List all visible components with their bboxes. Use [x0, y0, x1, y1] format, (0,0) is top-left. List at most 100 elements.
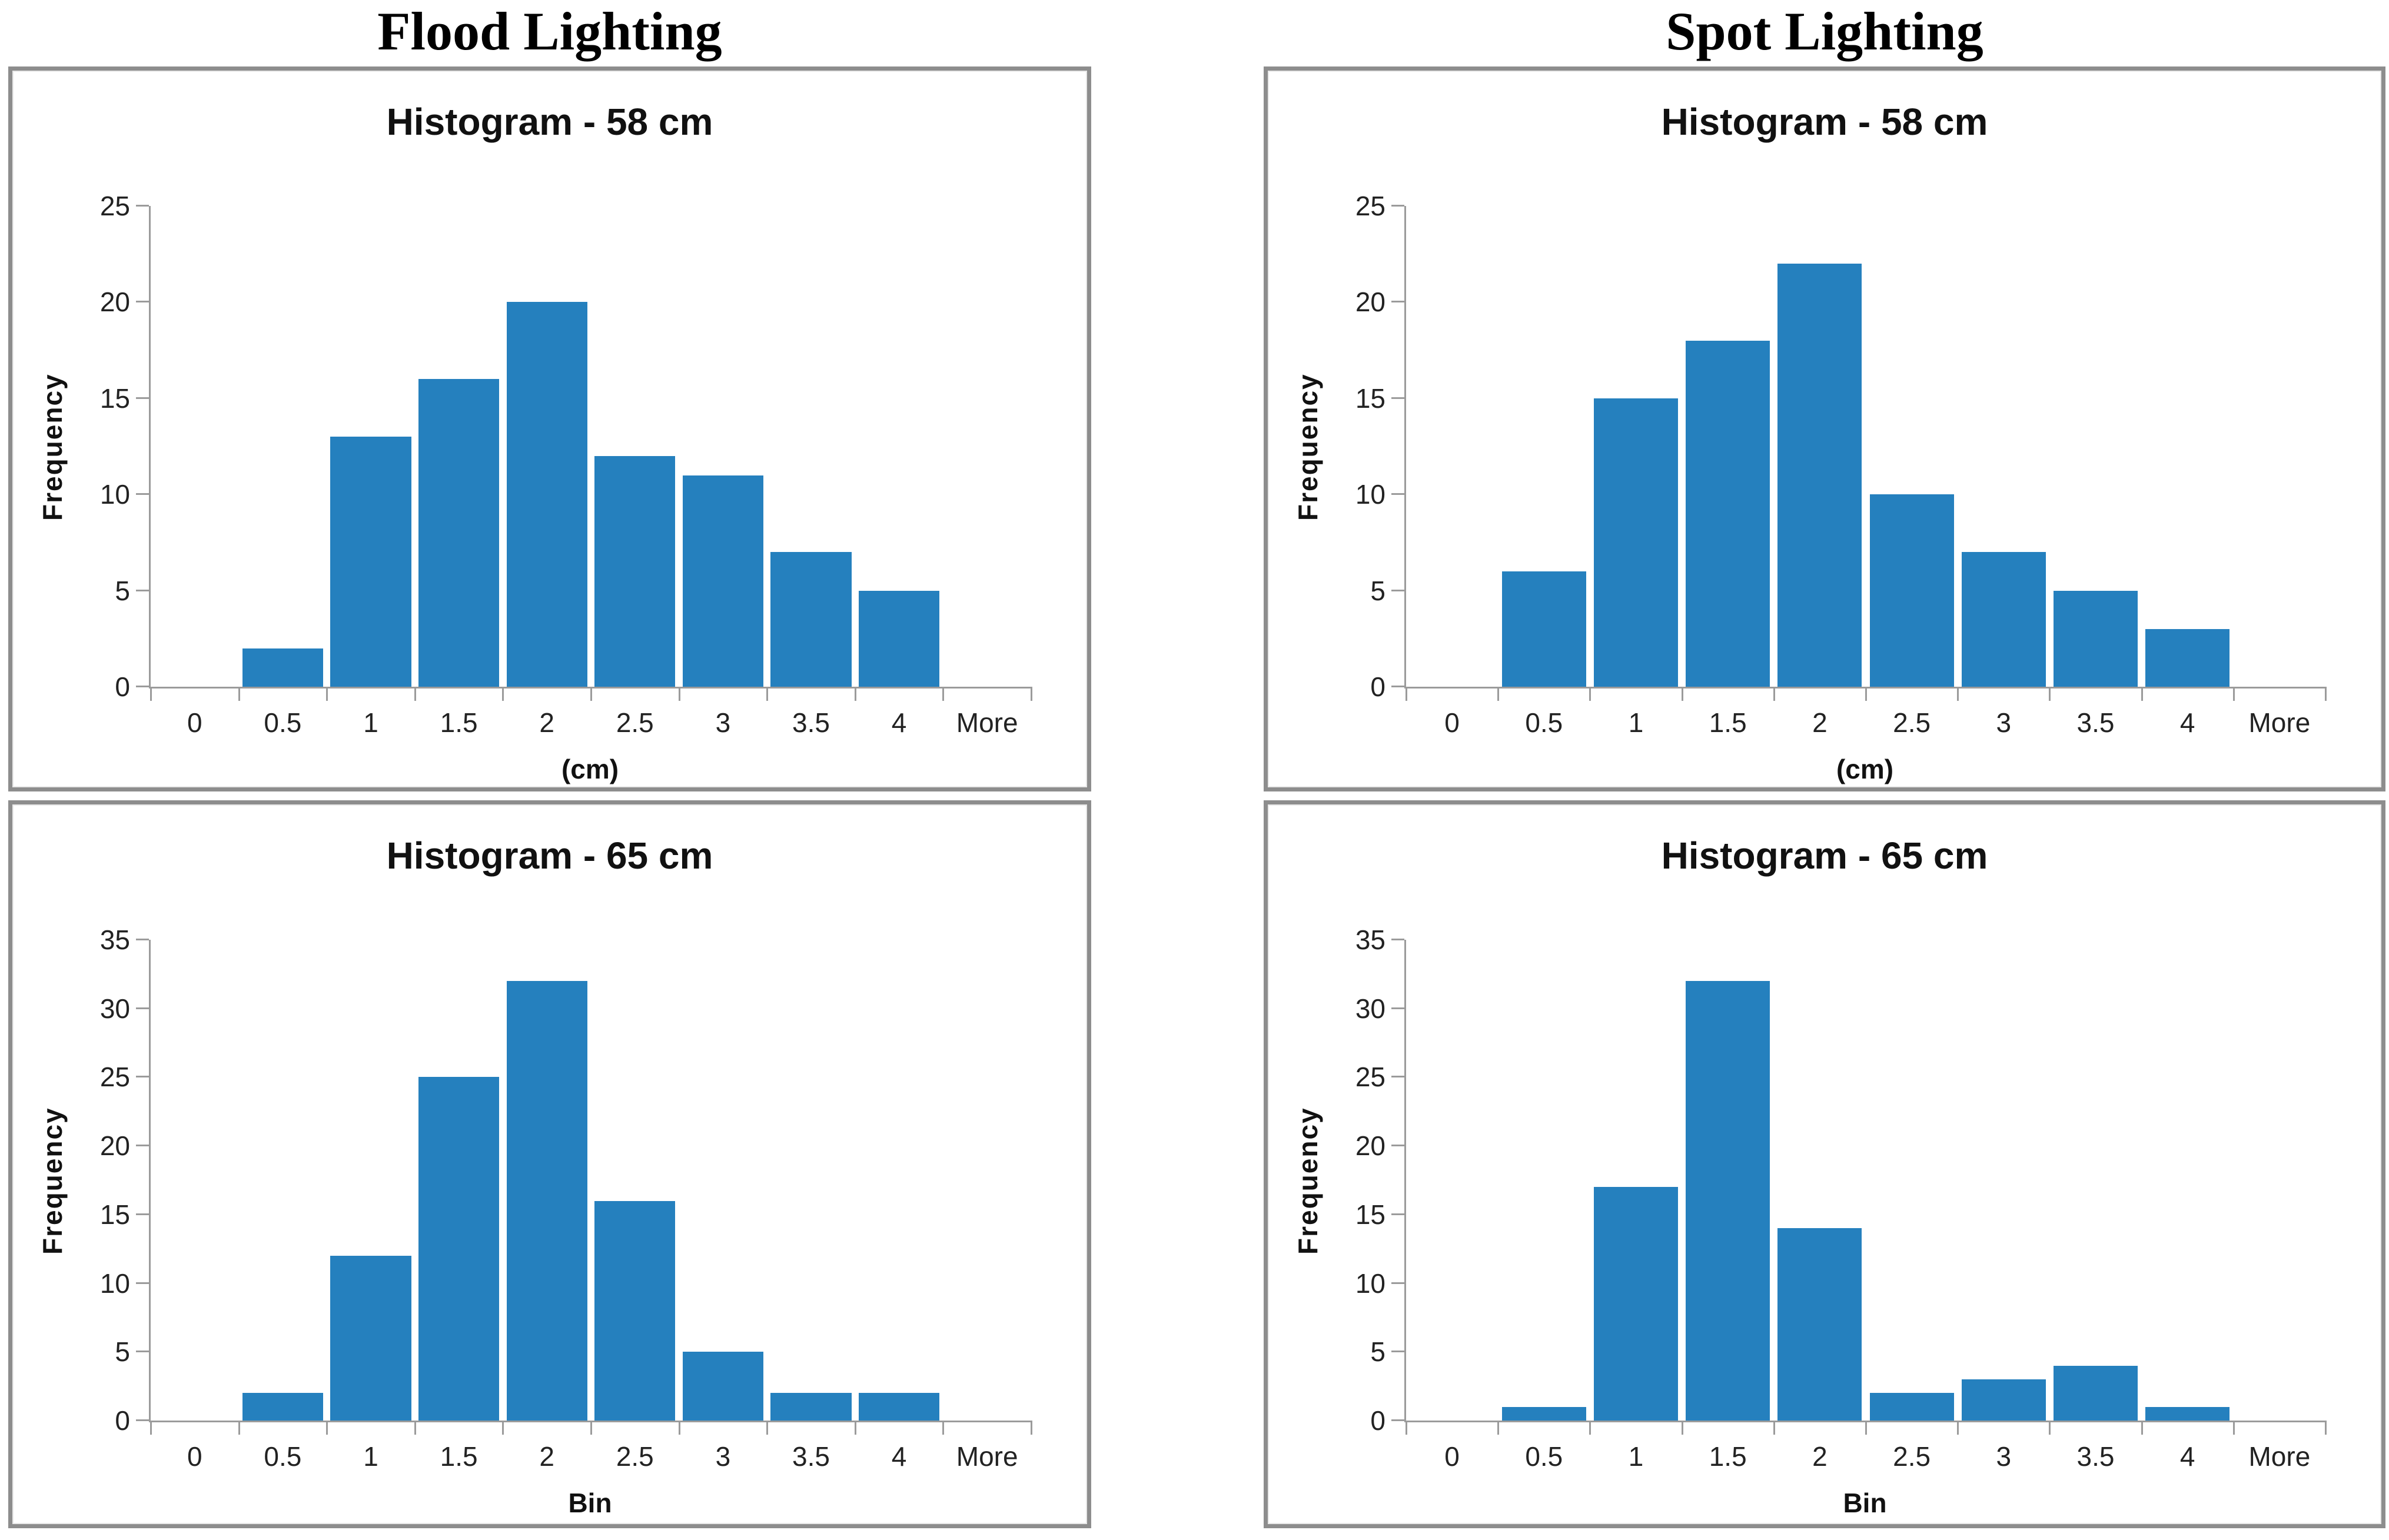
y-tick-mark — [1391, 205, 1404, 207]
bar-1.5 — [418, 1077, 500, 1421]
chart-panel-spot-65cm: Histogram - 65 cm Frequency 0 5 10 15 20 25 30… — [1264, 800, 2385, 1528]
x-tick-mark — [766, 687, 769, 701]
y-tick-label: 10 — [1355, 1268, 1385, 1299]
x-tick-label: 1.5 — [1709, 1441, 1747, 1472]
bar-4 — [2145, 1406, 2230, 1421]
x-tick-label: 3.5 — [2076, 1441, 2115, 1472]
x-tick-mark — [942, 1421, 945, 1435]
y-tick-mark — [1391, 686, 1404, 687]
x-tick-label: 4 — [2179, 1441, 2195, 1472]
x-tick-mark — [678, 687, 680, 701]
y-tick-mark — [1391, 939, 1404, 940]
bar-4 — [859, 590, 940, 687]
x-tick-mark — [238, 1421, 240, 1435]
y-axis-title: Frequency — [1292, 373, 1323, 521]
y-tick-label: 25 — [99, 191, 130, 221]
x-axis-title: (cm) — [1836, 754, 1894, 784]
x-tick-mark — [150, 687, 152, 701]
y-tick-mark — [136, 939, 149, 940]
x-tick-label: 2.5 — [1893, 1441, 1931, 1472]
y-tick-label: 15 — [1355, 1199, 1385, 1230]
y-tick-label: 25 — [1355, 1062, 1385, 1093]
y-tick-mark — [136, 493, 149, 495]
x-tick-mark — [1031, 1421, 1032, 1435]
bar-3.5 — [2053, 1365, 2138, 1421]
y-tick-mark — [1391, 1076, 1404, 1078]
y-tick-mark — [1391, 1145, 1404, 1147]
plot-area: 0 5 10 15 20 25 0 0.5 1 1.5 2 2.5 3 3.5 4 More — [100, 191, 1032, 736]
bar-0.5 — [242, 648, 323, 687]
x-tick-label: 0.5 — [264, 707, 302, 738]
bar-2 — [1777, 1228, 1862, 1421]
x-axis-title: Bin — [568, 1488, 612, 1518]
bar-0.5 — [1501, 571, 1586, 687]
x-tick-label: More — [956, 707, 1018, 738]
x-tick-mark — [326, 1421, 328, 1435]
x-tick-mark — [1681, 687, 1683, 701]
x-tick-label: 0 — [187, 1441, 202, 1472]
y-tick-mark — [136, 1145, 149, 1147]
y-tick-label: 20 — [1355, 1130, 1385, 1162]
x-tick-label: 3 — [715, 1441, 731, 1472]
bar-1 — [1593, 398, 1679, 687]
bar-1 — [1593, 1187, 1679, 1421]
y-tick-mark — [136, 1007, 149, 1009]
chart-panel-flood-58cm: Histogram - 58 cm Frequency 0 5 10 15 20 25 0 0… — [8, 66, 1091, 791]
y-tick-label: 0 — [1370, 1405, 1385, 1436]
x-tick-mark — [1406, 687, 1407, 701]
y-tick-mark — [1391, 589, 1404, 591]
x-tick-mark — [238, 687, 240, 701]
x-tick-mark — [590, 687, 592, 701]
y-tick-mark — [136, 686, 149, 687]
x-tick-mark — [2325, 1421, 2327, 1435]
y-tick-label: 25 — [1355, 191, 1385, 221]
y-tick-label: 10 — [99, 479, 130, 510]
column-heading-flood-lighting: Flood Lighting — [377, 1, 722, 61]
y-tick-label: 15 — [99, 1199, 130, 1230]
bar-4 — [859, 1393, 940, 1421]
x-tick-mark — [1406, 1421, 1407, 1435]
y-axis-title: Frequency — [37, 373, 68, 521]
x-tick-label: 2 — [1812, 1441, 1828, 1472]
bar-1.5 — [1686, 981, 1770, 1421]
y-tick-mark — [1391, 1351, 1404, 1353]
x-tick-label: 2.5 — [616, 1441, 654, 1472]
y-tick-mark — [136, 1419, 149, 1421]
x-tick-label: 0.5 — [264, 1441, 302, 1472]
x-tick-mark — [1589, 1421, 1591, 1435]
x-tick-mark — [2232, 1421, 2235, 1435]
x-tick-label: 1.5 — [440, 1441, 478, 1472]
y-tick-mark — [136, 1213, 149, 1215]
x-tick-mark — [678, 1421, 680, 1435]
x-tick-mark — [1031, 687, 1032, 701]
x-axis-title: Bin — [1843, 1488, 1887, 1518]
y-tick-mark — [136, 589, 149, 591]
x-tick-label: 4 — [891, 1441, 907, 1472]
x-tick-mark — [1957, 1421, 1959, 1435]
x-tick-mark — [2232, 687, 2235, 701]
x-tick-label: 1 — [1628, 1441, 1644, 1472]
y-tick-label: 10 — [1355, 479, 1385, 510]
bar-1 — [330, 437, 411, 687]
x-tick-label: 2 — [1812, 707, 1828, 738]
bar-2 — [506, 302, 587, 687]
bar-1.5 — [418, 379, 500, 687]
y-tick-label: 10 — [99, 1268, 130, 1299]
x-tick-mark — [414, 1421, 416, 1435]
y-tick-mark — [136, 397, 149, 399]
y-tick-mark — [1391, 1282, 1404, 1284]
x-tick-label: 0.5 — [1525, 1441, 1563, 1472]
y-tick-label: 0 — [1370, 671, 1385, 702]
bar-3.5 — [2053, 590, 2138, 687]
x-tick-label: 3 — [1996, 1441, 2012, 1472]
x-tick-label: More — [2248, 1441, 2311, 1472]
x-tick-label: 4 — [891, 707, 907, 738]
y-tick-label: 20 — [99, 287, 130, 318]
x-tick-label: 3 — [715, 707, 731, 738]
chart-title: Histogram - 58 cm — [1661, 101, 1988, 143]
bar-3 — [682, 1352, 763, 1421]
bar-1 — [330, 1255, 411, 1421]
x-tick-mark — [942, 687, 945, 701]
bar-3 — [1961, 1379, 2046, 1421]
